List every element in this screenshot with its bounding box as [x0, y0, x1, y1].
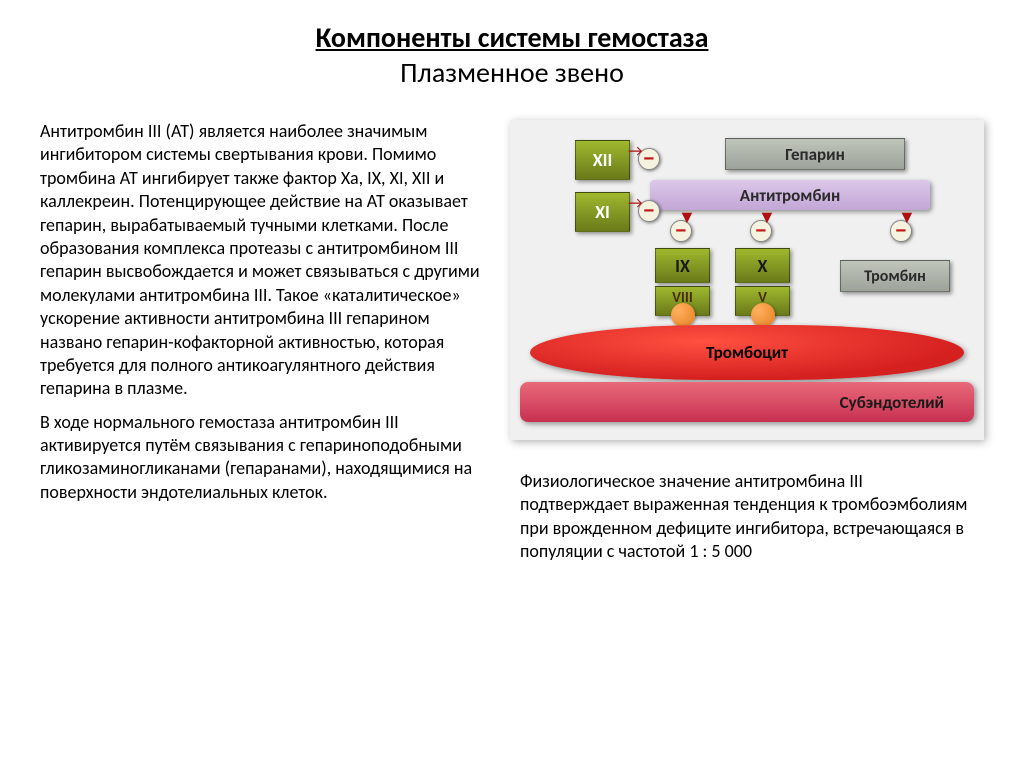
- node-x: X: [735, 248, 790, 283]
- page-subtitle: Плазменное звено: [40, 55, 984, 90]
- diagram-container: ГепаринАнтитромбинXIIXIIXXVIIIVТромбин−−…: [510, 120, 984, 440]
- content-row: Антитромбин III (АТ) является наиболее з…: [40, 120, 984, 564]
- cofactor-circle: [671, 303, 695, 327]
- paragraph-2: В ходе нормального гемостаза антитромбин…: [40, 411, 480, 505]
- arrow-down-2: ▼: [898, 206, 916, 228]
- arrow-down-0: ▼: [678, 206, 696, 228]
- page-title: Компоненты системы гемостаза: [40, 20, 984, 55]
- arrow-right-1: →: [628, 194, 642, 213]
- left-column: Антитромбин III (АТ) является наиболее з…: [40, 120, 480, 564]
- node-viii: VIII: [655, 286, 710, 316]
- node-platelet: Тромбоцит: [530, 325, 964, 380]
- right-column: ГепаринАнтитромбинXIIXIIXXVIIIVТромбин−−…: [510, 120, 984, 564]
- node-subendothelium: Субэндотелий: [520, 382, 974, 422]
- hemostasis-diagram: ГепаринАнтитромбинXIIXIIXXVIIIVТромбин−−…: [520, 130, 974, 430]
- paragraph-3: Физиологическое значение антитромбина II…: [510, 470, 984, 564]
- node-ix: IX: [655, 248, 710, 283]
- node-heparin: Гепарин: [725, 138, 905, 170]
- arrow-down-1: ▼: [758, 206, 776, 228]
- header: Компоненты системы гемостаза Плазменное …: [40, 20, 984, 90]
- node-xi: XI: [575, 192, 630, 232]
- paragraph-1: Антитромбин III (АТ) является наиболее з…: [40, 120, 480, 401]
- arrow-right-0: →: [628, 142, 642, 161]
- node-v: V: [735, 286, 790, 316]
- node-xii: XII: [575, 140, 630, 180]
- node-thrombin: Тромбин: [840, 260, 950, 292]
- cofactor-circle: [751, 303, 775, 327]
